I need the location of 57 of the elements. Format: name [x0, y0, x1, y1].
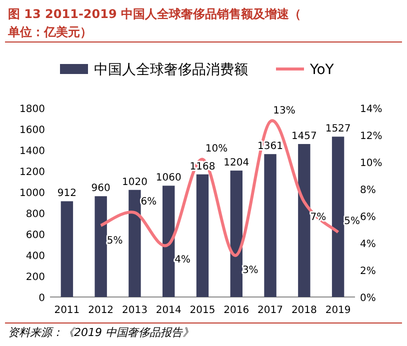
x-tick-label: 2016 — [224, 305, 250, 316]
y2-tick-label: 12% — [360, 131, 382, 142]
x-tick-label: 2012 — [88, 305, 114, 316]
data-label: 1060 — [156, 172, 182, 184]
data-label: 1527 — [325, 124, 351, 135]
data-label: 1457 — [291, 131, 317, 142]
y-tick-label: 1600 — [20, 125, 45, 136]
data-label: 3% — [242, 265, 258, 276]
bar — [94, 196, 107, 297]
chart-title: 图 13 2011-2019 中国人全球奢侈品销售额及增速（单位：亿美元） — [7, 7, 302, 39]
x-tick-label: 2017 — [258, 305, 284, 316]
y-tick-label: 400 — [26, 251, 45, 262]
bar — [332, 136, 344, 297]
data-label: 5% — [344, 216, 360, 228]
y2-tick-label: 10% — [360, 158, 382, 169]
y-tick-label: 800 — [26, 209, 45, 220]
y-tick-label: 1000 — [20, 188, 45, 199]
y2-tick-label: 0% — [360, 293, 376, 304]
x-tick-label: 2011 — [54, 305, 80, 316]
bar — [128, 190, 141, 297]
y2-tick-label: 4% — [360, 239, 376, 250]
y-tick-label: 1200 — [20, 167, 45, 178]
data-label: 6% — [140, 196, 157, 208]
bar — [298, 144, 310, 297]
text: 资料来源：《2019 中国奢侈品报告》 — [8, 326, 194, 339]
x-tick-label: 2013 — [122, 305, 148, 316]
y-tick-label: 200 — [26, 272, 45, 283]
data-label: 4% — [174, 254, 191, 266]
data-label: 13% — [273, 106, 296, 116]
data-label: 1168 — [190, 161, 216, 172]
x-tick-label: 2018 — [291, 305, 317, 316]
bar — [264, 154, 276, 297]
data-label: 912 — [57, 188, 76, 200]
x-tick-label: 2019 — [325, 305, 351, 316]
data-label: 960 — [91, 183, 110, 194]
y-tick-label: 1400 — [20, 146, 45, 157]
y2-tick-label: 6% — [360, 212, 376, 223]
bar — [196, 174, 209, 297]
data-label: 10% — [205, 143, 228, 154]
legend-label: YoY — [309, 62, 334, 78]
y-tick-label: 1800 — [20, 104, 45, 115]
data-label: 7% — [310, 212, 326, 223]
y2-tick-label: 14% — [360, 104, 382, 115]
legend-label: 中国人全球奢侈品消费额 — [94, 62, 248, 78]
bar — [162, 186, 175, 297]
data-label: 1361 — [258, 141, 284, 152]
y-tick-label: 600 — [26, 230, 45, 241]
data-label: 5% — [106, 235, 123, 246]
y2-tick-label: 8% — [360, 185, 376, 196]
x-tick-label: 2014 — [156, 305, 182, 316]
x-tick-label: 2015 — [190, 305, 216, 316]
bar — [230, 170, 242, 297]
bar — [60, 201, 74, 297]
data-label: 1204 — [224, 158, 250, 169]
y2-tick-label: 2% — [360, 266, 376, 277]
y-tick-label: 0 — [38, 293, 45, 304]
data-label: 1020 — [122, 176, 148, 188]
